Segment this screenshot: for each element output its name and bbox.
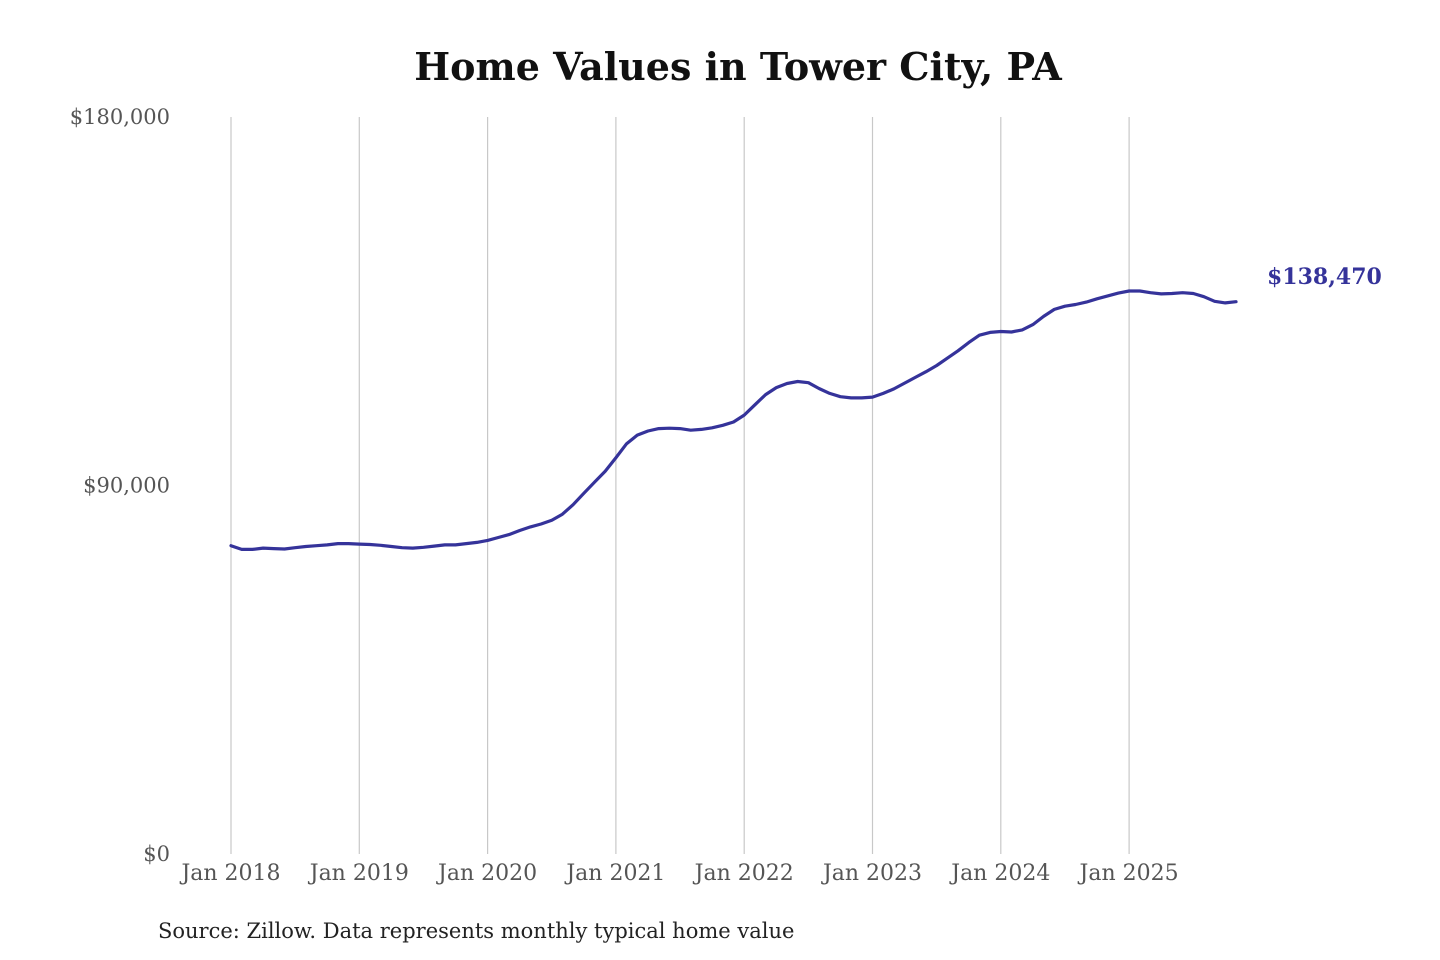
- y-axis-ticks: $0 $90,000 $180,000: [70, 105, 170, 866]
- x-tick-label: Jan 2020: [436, 861, 537, 886]
- x-tick-label: Jan 2019: [308, 861, 409, 886]
- source-note: Source: Zillow. Data represents monthly …: [158, 919, 794, 943]
- gridlines: [230, 117, 1130, 854]
- y-tick-label: $90,000: [83, 474, 170, 498]
- end-value-label: $138,470: [1267, 264, 1382, 290]
- x-tick-label: Jan 2021: [564, 861, 665, 886]
- series-line: [229, 289, 1238, 551]
- x-tick-label: Jan 2023: [821, 861, 922, 886]
- x-tick-label: Jan 2024: [949, 861, 1050, 886]
- y-tick-label: $180,000: [70, 105, 170, 129]
- chart-title: Home Values in Tower City, PA: [414, 44, 1062, 89]
- x-tick-label: Jan 2022: [693, 861, 794, 886]
- x-tick-label: Jan 2025: [1078, 861, 1179, 886]
- y-tick-label: $0: [143, 842, 170, 866]
- x-axis-ticks: Jan 2018 Jan 2019 Jan 2020 Jan 2021 Jan 2022…: [179, 861, 1178, 886]
- x-tick-label: Jan 2018: [179, 861, 280, 886]
